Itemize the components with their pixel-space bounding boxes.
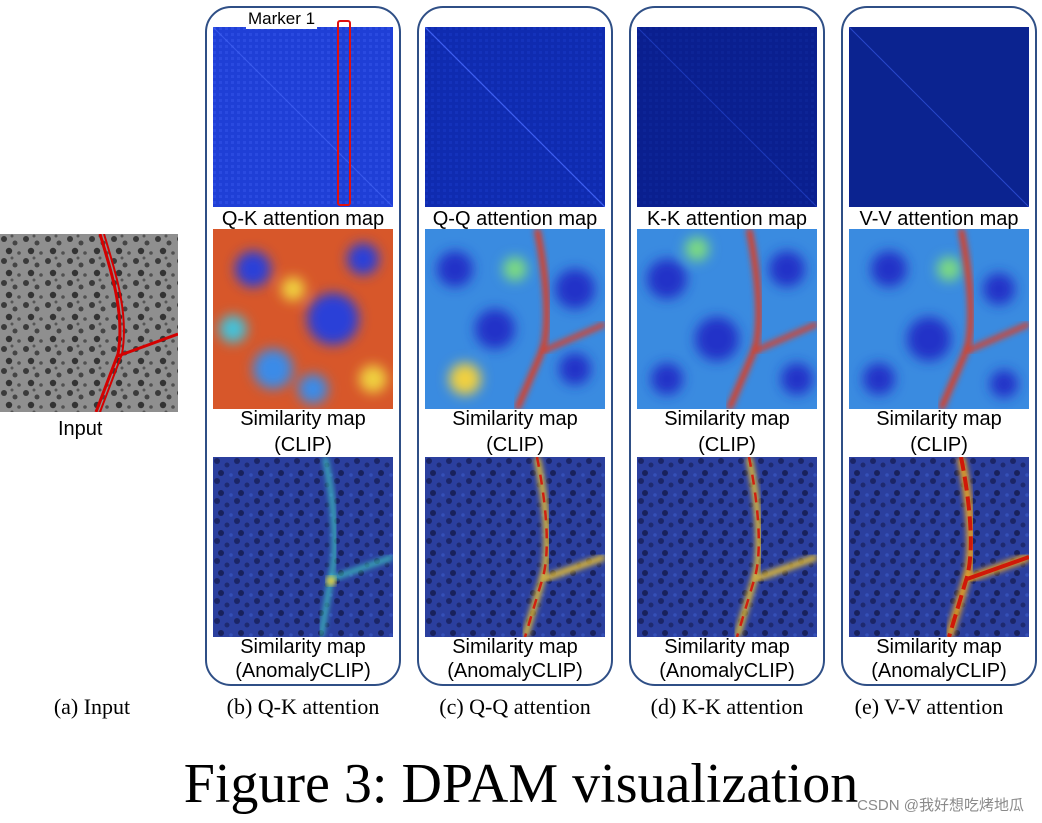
vv-anomalyclip-label-line2: (AnomalyCLIP) bbox=[871, 660, 1007, 682]
panel-qk bbox=[205, 6, 401, 686]
qq-clip-label-line1: Similarity map bbox=[452, 408, 578, 430]
kk-attention-label: K-K attention map bbox=[646, 208, 808, 230]
kk-attention-map bbox=[637, 27, 817, 207]
kk-clip-similarity-map bbox=[637, 229, 817, 409]
watermark: CSDN @我好想吃烤地瓜 bbox=[857, 797, 1024, 814]
caption-c-qq: (c) Q-Q attention bbox=[439, 694, 591, 719]
qk-anomalyclip-similarity-map bbox=[213, 457, 393, 637]
qq-anomalyclip-label-line1: Similarity map bbox=[452, 636, 578, 658]
panel-kk bbox=[629, 6, 825, 686]
qk-anomalyclip-label-line2: (AnomalyCLIP) bbox=[235, 660, 371, 682]
qk-attention-label: Q-K attention map bbox=[221, 208, 385, 230]
vv-attention-label: V-V attention map bbox=[859, 208, 1019, 230]
caption-d-kk: (d) K-K attention bbox=[650, 694, 804, 719]
qk-anomalyclip-label-line1: Similarity map bbox=[240, 636, 366, 658]
kk-anomalyclip-label-line1: Similarity map bbox=[664, 636, 790, 658]
marker-label: Marker 1 bbox=[246, 9, 318, 29]
kk-anomalyclip-label-line2: (AnomalyCLIP) bbox=[659, 660, 795, 682]
qk-clip-label-line2: (CLIP) bbox=[274, 434, 332, 456]
qq-anomalyclip-similarity-map bbox=[425, 457, 605, 637]
qq-clip-label-line2: (CLIP) bbox=[486, 434, 544, 456]
input-label: Input bbox=[58, 418, 103, 440]
caption-b-qk: (b) Q-K attention bbox=[226, 694, 380, 719]
marker-box bbox=[337, 20, 351, 206]
vv-anomalyclip-label-line1: Similarity map bbox=[876, 636, 1002, 658]
vv-attention-map bbox=[849, 27, 1029, 207]
caption-a-input: (a) Input bbox=[53, 694, 131, 719]
panel-vv bbox=[841, 6, 1037, 686]
kk-clip-label-line1: Similarity map bbox=[664, 408, 790, 430]
panel-qq bbox=[417, 6, 613, 686]
vv-clip-label-line2: (CLIP) bbox=[910, 434, 968, 456]
vv-clip-similarity-map bbox=[849, 229, 1029, 409]
input-image bbox=[0, 234, 178, 412]
kk-clip-label-line2: (CLIP) bbox=[698, 434, 756, 456]
qq-anomalyclip-label-line2: (AnomalyCLIP) bbox=[447, 660, 583, 682]
qq-clip-similarity-map bbox=[425, 229, 605, 409]
qq-attention-map bbox=[425, 27, 605, 207]
qk-clip-similarity-map bbox=[213, 229, 393, 409]
qk-attention-map bbox=[213, 27, 393, 207]
caption-e-vv: (e) V-V attention bbox=[854, 694, 1004, 719]
figure-caption: Figure 3: DPAM visualization bbox=[183, 753, 859, 815]
vv-anomalyclip-similarity-map bbox=[849, 457, 1029, 637]
qq-attention-label: Q-Q attention map bbox=[432, 208, 598, 230]
qk-clip-label-line1: Similarity map bbox=[240, 408, 366, 430]
kk-anomalyclip-similarity-map bbox=[637, 457, 817, 637]
vv-clip-label-line1: Similarity map bbox=[876, 408, 1002, 430]
